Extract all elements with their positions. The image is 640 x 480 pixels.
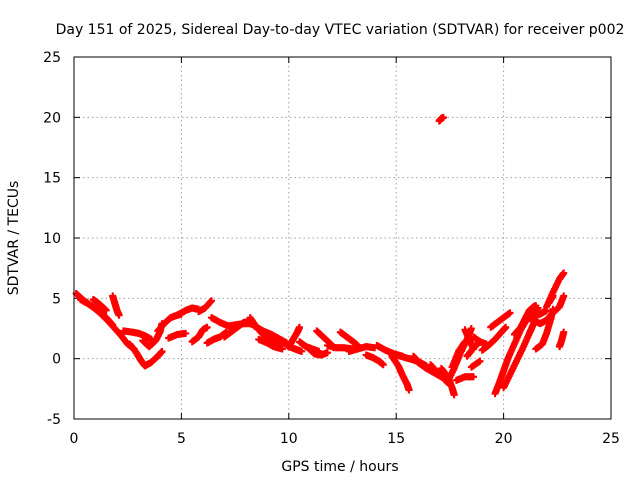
y-tick-label: 0 [52,352,61,368]
data-point [439,113,447,121]
y-tick-labels: -5 0 5 10 15 20 25 [43,50,61,428]
data-point [405,386,413,394]
data-point [560,328,568,336]
x-tick-label: 0 [70,431,79,447]
data-point [278,345,286,353]
data-point [470,373,478,381]
data-point [549,292,557,300]
x-tick-label: 20 [495,431,513,447]
data-point [476,357,484,365]
y-tick-label: 25 [43,50,61,66]
data-point [158,347,166,355]
chart-title: Day 151 of 2025, Sidereal Day-to-day VTE… [56,22,625,38]
data-point [207,297,215,305]
y-tick-label: 15 [43,171,61,187]
data-point [506,309,514,317]
x-axis-label: GPS time / hours [281,459,398,475]
x-tick-label: 5 [177,431,186,447]
data-point [182,329,190,337]
data-point [109,321,117,329]
data-point [560,269,568,277]
data-points [72,113,568,399]
series-sdtvar [72,113,568,399]
data-point [323,349,331,357]
y-tick-label: 10 [43,231,61,247]
plot-border [73,56,612,420]
data-point [502,323,510,331]
data-point [467,325,475,332]
data-point [298,347,306,355]
x-tick-label: 15 [387,431,405,447]
data-point [379,361,387,369]
x-tick-label: 25 [602,431,620,447]
data-point [549,305,557,313]
data-point [203,323,211,331]
y-tick-label: 20 [43,110,61,126]
grid [73,56,612,420]
y-axis-label: SDTVAR / TECUs [6,181,22,296]
data-point [450,391,458,399]
y-tick-label: 5 [52,291,61,307]
x-tick-label: 10 [280,431,298,447]
data-point [115,311,123,319]
x-tick-labels: 0 5 10 15 20 25 [70,431,620,447]
data-point [560,292,568,300]
data-point [296,323,304,331]
y-tick-label: -5 [47,412,61,428]
data-point [102,306,110,314]
data-point [532,302,540,310]
